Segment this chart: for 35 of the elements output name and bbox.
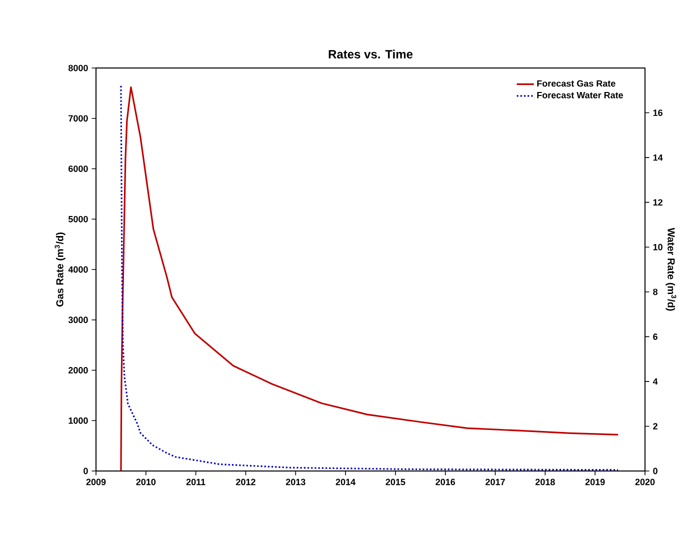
y2-tick-label: 8 <box>653 288 658 296</box>
x-tick-label: 2018 <box>535 478 555 486</box>
y-tick-label: 5000 <box>68 216 88 222</box>
x-tick-label: 2014 <box>336 478 356 486</box>
y2-tick-label: 12 <box>653 199 662 206</box>
x-tick-label: 2017 <box>486 478 505 486</box>
y-tick-label: 2000 <box>68 367 88 374</box>
x-tick-label: 2012 <box>236 478 256 486</box>
y-tick-label: 8000 <box>68 64 88 72</box>
y2-tick-label: 10 <box>653 244 662 250</box>
x-tick-label: 2013 <box>286 478 306 486</box>
y-axis-title: Gas Rate (m$^{3}$/d) <box>54 232 66 307</box>
y2-axis-title: Water Rate (m$^{3}$/d) <box>666 228 676 311</box>
y-tick-label: 3000 <box>68 316 88 324</box>
x-tick-label: 2020 <box>635 478 655 486</box>
x-tick-label: 2019 <box>585 478 605 486</box>
y-tick-label: 4000 <box>68 266 88 273</box>
x-tick-label: 2010 <box>136 478 156 486</box>
y2-tick-label: 0 <box>653 468 658 474</box>
x-tick-label: 2009 <box>86 478 106 486</box>
y-tick-label: 1000 <box>68 417 88 424</box>
y-tick-label: 6000 <box>68 166 88 172</box>
x-tick-label: 2016 <box>436 478 456 486</box>
y2-tick-label: 4 <box>652 378 658 385</box>
legend-label: Forecast Gas Rate <box>537 80 616 87</box>
legend-label: Forecast Water Rate <box>537 92 624 98</box>
x-tick-label: 2011 <box>186 478 206 486</box>
y2-tick-label: 6 <box>653 333 658 340</box>
y2-tick-label: 14 <box>653 154 663 161</box>
y2-tick-label: 2 <box>653 423 658 430</box>
x-tick-label: 2015 <box>386 478 406 486</box>
y-tick-label: 0 <box>84 468 88 474</box>
chart-title: Rates vs. Time <box>328 50 413 58</box>
y-tick-label: 7000 <box>68 115 88 122</box>
y2-tick-label: 16 <box>653 110 662 116</box>
